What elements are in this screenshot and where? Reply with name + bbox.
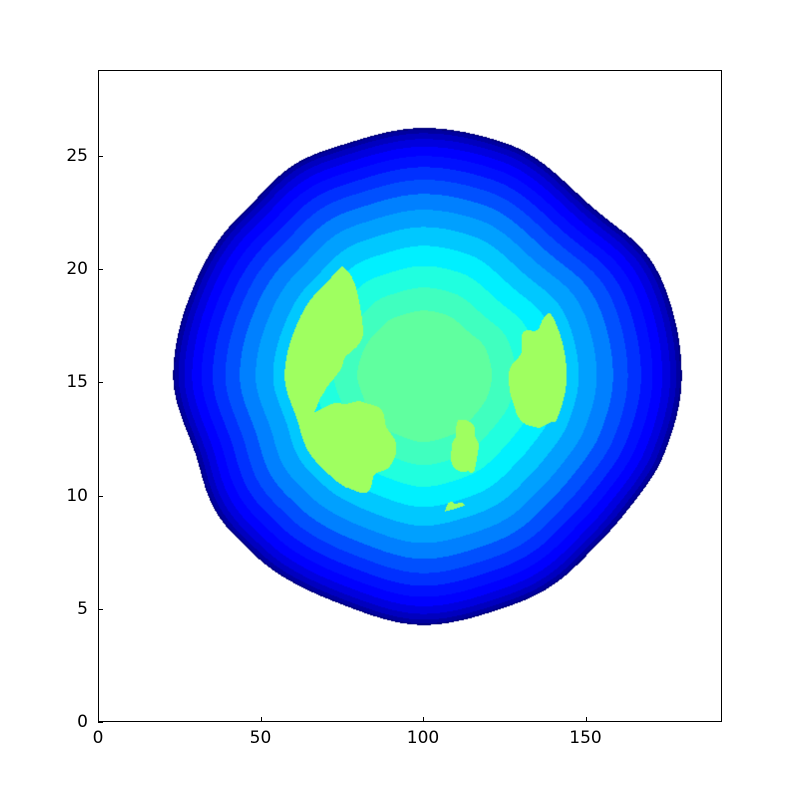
y-tick-label: 25	[66, 146, 88, 167]
x-tick-label: 150	[569, 728, 602, 748]
contour-plot-canvas	[99, 71, 721, 721]
plot-axes	[98, 70, 722, 722]
x-tick-label: 100	[406, 728, 440, 748]
x-tick-mark	[586, 717, 587, 722]
x-tick-mark	[98, 717, 99, 722]
y-tick-mark	[98, 496, 103, 497]
y-tick-mark	[98, 609, 103, 610]
x-tick-mark	[261, 717, 262, 722]
y-tick-label: 0	[77, 712, 88, 732]
y-tick-mark	[98, 382, 103, 383]
y-tick-label: 10	[66, 485, 88, 506]
y-tick-mark	[98, 269, 103, 270]
x-tick-label: 50	[249, 728, 272, 748]
y-tick-label: 15	[66, 372, 88, 393]
y-tick-label: 20	[66, 259, 88, 280]
x-tick-mark	[423, 717, 424, 722]
y-tick-label: 5	[77, 598, 88, 619]
y-tick-mark	[98, 722, 103, 723]
y-tick-mark	[98, 156, 103, 157]
x-tick-label: 0	[92, 728, 104, 748]
